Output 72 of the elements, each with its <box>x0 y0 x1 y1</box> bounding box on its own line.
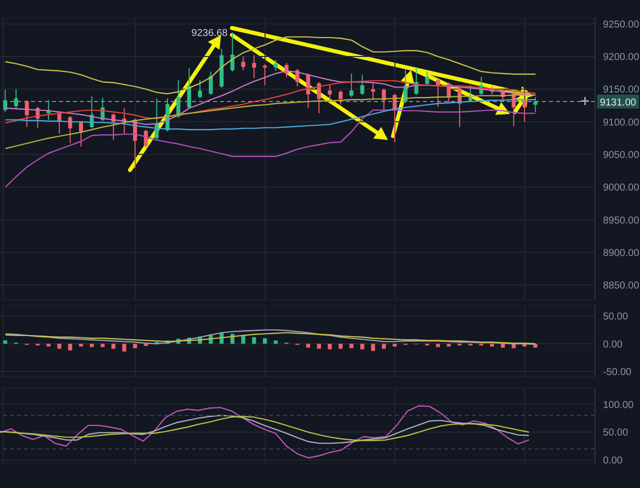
bar <box>446 344 451 347</box>
y-tick-label: 8850.00 <box>603 280 640 292</box>
candlestick <box>306 72 310 109</box>
bar <box>57 344 62 349</box>
candlestick <box>436 78 440 108</box>
candlestick <box>274 59 278 72</box>
candlestick <box>230 32 234 72</box>
y-tick-label: 8950.00 <box>603 215 640 226</box>
candlestick <box>425 71 430 86</box>
bar <box>122 344 126 352</box>
bar <box>349 344 354 348</box>
bar <box>328 344 332 350</box>
candlestick <box>349 72 354 98</box>
y-tick-label: -50.00 <box>603 367 632 378</box>
bar <box>3 340 8 344</box>
bar <box>78 344 83 347</box>
candlestick <box>316 81 321 114</box>
y-tick-label: 9150.00 <box>603 84 640 96</box>
candlestick <box>468 84 472 103</box>
bar <box>371 344 376 351</box>
annotation: 9236.68 <box>191 28 228 40</box>
y-tick-label: 0.00 <box>603 456 623 467</box>
bar <box>338 344 343 349</box>
candlestick <box>295 68 300 88</box>
line-series <box>0 405 530 458</box>
candlestick <box>371 82 376 101</box>
y-tick-label: 8900.00 <box>603 248 640 259</box>
candlestick <box>14 88 18 110</box>
bar <box>392 344 397 347</box>
candlestick <box>328 84 332 102</box>
line-series <box>4 329 536 345</box>
candlestick <box>241 56 246 71</box>
bar <box>316 344 321 349</box>
y-tick-label: 9250.00 <box>603 19 640 30</box>
bar <box>490 344 494 347</box>
bar <box>500 344 505 348</box>
bar <box>360 344 364 350</box>
bar <box>111 344 116 349</box>
y-tick-label: 9050.00 <box>603 150 640 161</box>
bar <box>382 344 386 349</box>
bar <box>262 338 267 344</box>
candlestick <box>360 74 364 96</box>
y-tick-label: 0.00 <box>603 339 623 350</box>
bar <box>252 337 256 344</box>
y-tick-label: 100.00 <box>603 400 634 411</box>
candlestick <box>338 90 343 106</box>
bar <box>306 344 310 348</box>
y-tick-label: 50.00 <box>603 428 628 439</box>
candlestick <box>208 71 213 96</box>
candlestick <box>187 68 192 110</box>
candlestick <box>144 129 148 148</box>
candlestick <box>78 120 83 148</box>
candlestick <box>198 80 202 99</box>
bar <box>436 344 440 348</box>
ref-line-label: 9131.00 <box>600 98 637 109</box>
candlestick <box>252 54 256 79</box>
bar <box>68 344 72 350</box>
candlestick <box>24 100 29 128</box>
y-tick-label: 9000.00 <box>603 182 640 194</box>
bar <box>90 344 94 348</box>
bar <box>274 340 278 344</box>
candlestick <box>382 88 386 111</box>
bar <box>133 344 138 348</box>
candlestick <box>262 64 267 86</box>
candlestick <box>533 96 538 112</box>
y-tick-label: 9100.00 <box>603 117 640 128</box>
candlestick <box>68 115 72 144</box>
bar <box>100 344 105 348</box>
bar <box>46 344 51 347</box>
y-tick-label: 9200.00 <box>603 52 640 64</box>
line-series <box>4 332 536 344</box>
y-tick-label: 50.00 <box>603 312 628 323</box>
